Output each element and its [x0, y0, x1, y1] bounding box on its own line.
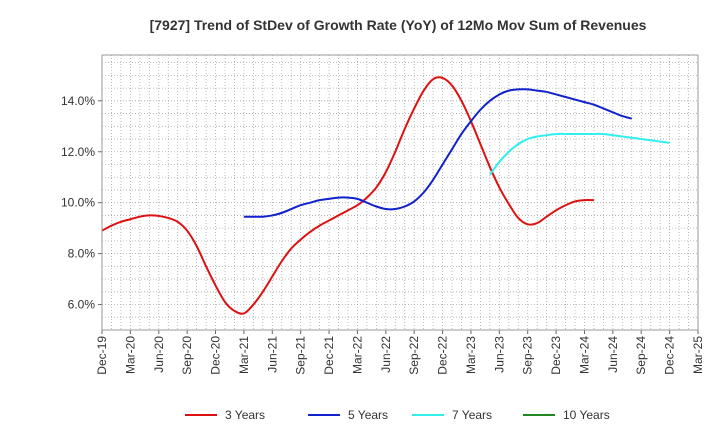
- x-tick-label: Dec-19: [95, 336, 109, 375]
- legend-item-10-years: 10 Years: [523, 408, 610, 422]
- x-tick-label: Mar-24: [577, 336, 591, 374]
- x-tick-label: Dec-22: [436, 336, 450, 375]
- x-tick-label: Mar-25: [691, 336, 705, 374]
- x-tick-label: Jun-23: [492, 336, 506, 373]
- legend-label: 3 Years: [225, 408, 265, 422]
- legend: 3 Years 5 Years 7 Years 10 Years: [185, 408, 610, 422]
- x-tick-label: Dec-20: [209, 336, 223, 375]
- plot-frame: [101, 54, 699, 331]
- chart-title: [7927] Trend of StDev of Growth Rate (Yo…: [150, 17, 647, 33]
- series-line-5-years: [243, 88, 633, 218]
- x-tick-label: Sep-23: [521, 336, 535, 375]
- x-tick-label: Sep-20: [180, 336, 194, 375]
- legend-item-5-years: 5 Years: [308, 408, 388, 422]
- legend-item-7-years: 7 Years: [412, 408, 492, 422]
- x-tick-label: Jun-20: [152, 336, 166, 373]
- x-tick-label: Jun-21: [265, 336, 279, 373]
- x-tick-label: Mar-23: [464, 336, 478, 374]
- x-tick-label: Dec-21: [322, 336, 336, 375]
- series-line-7-years: [489, 132, 670, 176]
- y-tick-label: 10.0%: [61, 196, 95, 210]
- series-line-3-years: [101, 76, 594, 315]
- x-tick-label: Mar-22: [350, 336, 364, 374]
- x-tick-label: Sep-24: [634, 336, 648, 375]
- grid: [101, 55, 699, 331]
- y-tick-label: 8.0%: [68, 247, 96, 261]
- y-tick-label: 14.0%: [61, 94, 95, 108]
- legend-label: 10 Years: [563, 408, 610, 422]
- y-axis-ticks: 6.0% 8.0% 10.0% 12.0% 14.0%: [61, 94, 102, 312]
- series-lines: [101, 76, 670, 315]
- x-tick-label: Mar-20: [123, 336, 137, 374]
- x-tick-label: Jun-24: [606, 336, 620, 373]
- x-axis-ticks: Dec-19 Mar-20 Jun-20 Sep-20 Dec-20 Mar-21 Jun-…: [95, 330, 705, 375]
- x-tick-label: Dec-23: [549, 336, 563, 375]
- x-tick-label: Dec-24: [663, 336, 677, 375]
- legend-label: 5 Years: [348, 408, 388, 422]
- x-tick-label: Mar-21: [237, 336, 251, 374]
- legend-item-3-years: 3 Years: [185, 408, 265, 422]
- x-tick-label: Sep-21: [294, 336, 308, 375]
- y-tick-label: 6.0%: [68, 298, 96, 312]
- legend-label: 7 Years: [452, 408, 492, 422]
- x-tick-label: Sep-22: [407, 336, 421, 375]
- y-tick-label: 12.0%: [61, 145, 95, 159]
- x-tick-label: Jun-22: [379, 336, 393, 373]
